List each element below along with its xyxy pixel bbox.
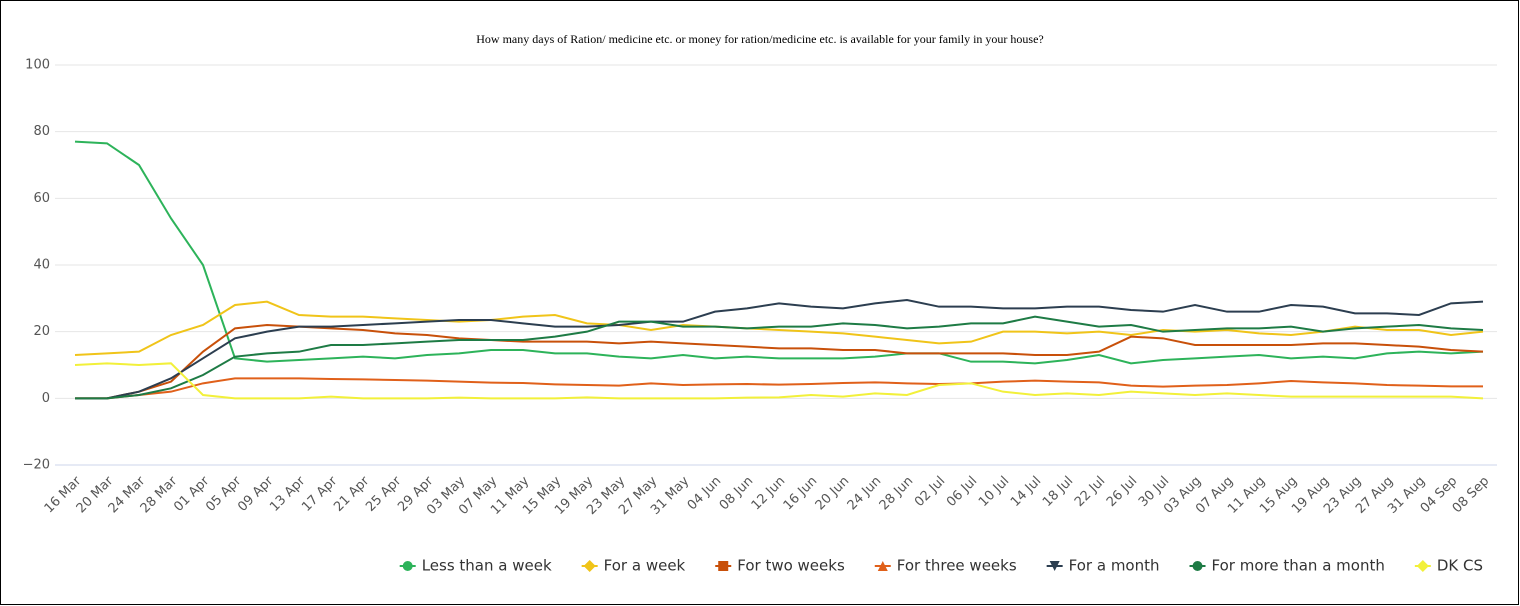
legend-label: For three weeks xyxy=(897,557,1017,575)
legend-label: For two weeks xyxy=(737,557,845,575)
legend-symbol xyxy=(583,560,596,572)
chart-title: How many days of Ration/ medicine etc. o… xyxy=(476,32,1044,46)
x-tick-label: 28 Jun xyxy=(877,474,917,514)
legend-item: For more than a month xyxy=(1189,557,1385,575)
legend-item: For two weeks xyxy=(715,557,845,575)
legend-symbol xyxy=(1416,560,1429,572)
x-tick-label: 26 Jul xyxy=(1104,474,1140,510)
legend-label: For more than a month xyxy=(1212,557,1385,575)
x-tick-label: 10 Jul xyxy=(976,474,1012,510)
x-tick-label: 12 Jun xyxy=(749,474,789,514)
series-line xyxy=(75,298,1484,400)
legend-item: For a month xyxy=(1046,557,1160,575)
legend-item: For a week xyxy=(581,557,686,575)
x-tick-label: 20 Jun xyxy=(813,474,853,514)
x-tick-label: 08 Sep xyxy=(1450,474,1493,517)
legend-symbol xyxy=(1049,561,1060,571)
legend-symbol xyxy=(718,561,729,571)
legend-symbol xyxy=(877,561,888,571)
x-tick-label: 24 Jun xyxy=(845,474,885,514)
legend-label: DK CS xyxy=(1437,557,1483,575)
legend-label: Less than a week xyxy=(422,557,552,575)
legend-symbol xyxy=(402,561,413,571)
y-tick-label: 80 xyxy=(33,124,50,139)
legend-item: Less than a week xyxy=(399,557,552,575)
x-tick-label: 04 Jun xyxy=(685,474,725,514)
legend-item: For three weeks xyxy=(874,557,1017,575)
x-tick-label: 18 Jul xyxy=(1040,474,1076,510)
x-tick-label: 08 Jun xyxy=(717,474,757,514)
series-line xyxy=(75,315,1484,400)
y-tick-label: 100 xyxy=(25,58,50,73)
legend-label: For a month xyxy=(1069,557,1160,575)
legend-label: For a week xyxy=(604,557,686,575)
x-tick-label: 28 Mar xyxy=(138,473,181,516)
series-line xyxy=(74,362,1484,400)
x-tick-label: 22 Jul xyxy=(1072,474,1108,510)
series-line xyxy=(75,377,1483,400)
series-line xyxy=(74,140,1484,365)
legend-item: DK CS xyxy=(1414,557,1483,575)
x-tick-label: 02 Jul xyxy=(912,474,948,510)
x-tick-label: 14 Jul xyxy=(1008,474,1044,510)
legend-symbol xyxy=(1192,561,1203,571)
x-tick-label: 16 Jun xyxy=(781,474,821,514)
x-tick-label: 06 Jul xyxy=(944,474,980,510)
y-tick-label: 20 xyxy=(33,324,50,339)
y-tick-label: 60 xyxy=(33,191,50,206)
y-tick-label: 40 xyxy=(33,258,50,273)
y-tick-label: −20 xyxy=(23,458,50,473)
y-tick-label: 0 xyxy=(42,391,50,406)
series-line xyxy=(74,300,1484,356)
